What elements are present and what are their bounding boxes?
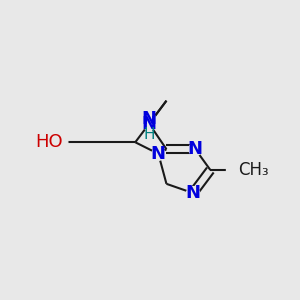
Circle shape bbox=[55, 136, 68, 149]
Circle shape bbox=[226, 160, 247, 180]
Text: H: H bbox=[143, 127, 155, 142]
Circle shape bbox=[143, 113, 156, 126]
Text: N: N bbox=[188, 140, 203, 158]
Text: CH₃: CH₃ bbox=[238, 161, 269, 179]
Text: N: N bbox=[151, 145, 166, 163]
Text: N: N bbox=[185, 184, 200, 202]
Circle shape bbox=[230, 164, 243, 176]
Text: HO: HO bbox=[35, 133, 62, 151]
Text: N: N bbox=[142, 110, 157, 128]
Circle shape bbox=[187, 187, 200, 200]
Circle shape bbox=[152, 147, 165, 160]
Circle shape bbox=[189, 143, 202, 156]
Text: N: N bbox=[142, 115, 157, 133]
Circle shape bbox=[143, 117, 156, 130]
